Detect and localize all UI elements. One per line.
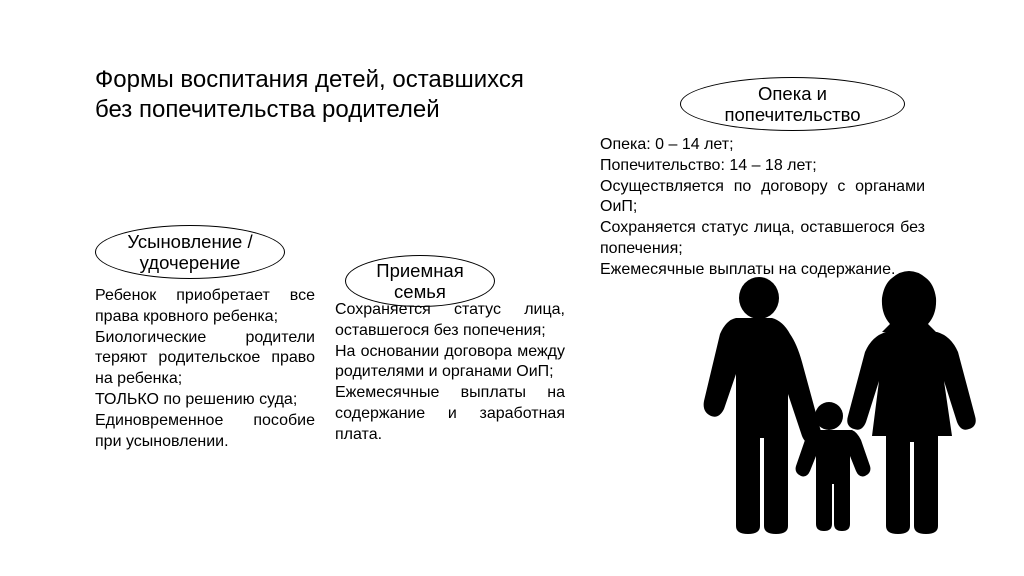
family-silhouette-icon xyxy=(664,266,984,536)
body-foster: Сохраняется статус лица, оставшегося без… xyxy=(335,300,565,446)
slide-title: Формы воспитания детей, оставшихсябез по… xyxy=(95,65,565,125)
body-guardianship: Опека: 0 – 14 лет;Попечительство: 14 – 1… xyxy=(600,135,925,281)
bubble-adoption: Усыновление / удочерение xyxy=(95,225,285,279)
body-adoption: Ребенок приобретает все права кровного р… xyxy=(95,286,315,452)
bubble-guardianship: Опека и попечительство xyxy=(680,77,905,131)
